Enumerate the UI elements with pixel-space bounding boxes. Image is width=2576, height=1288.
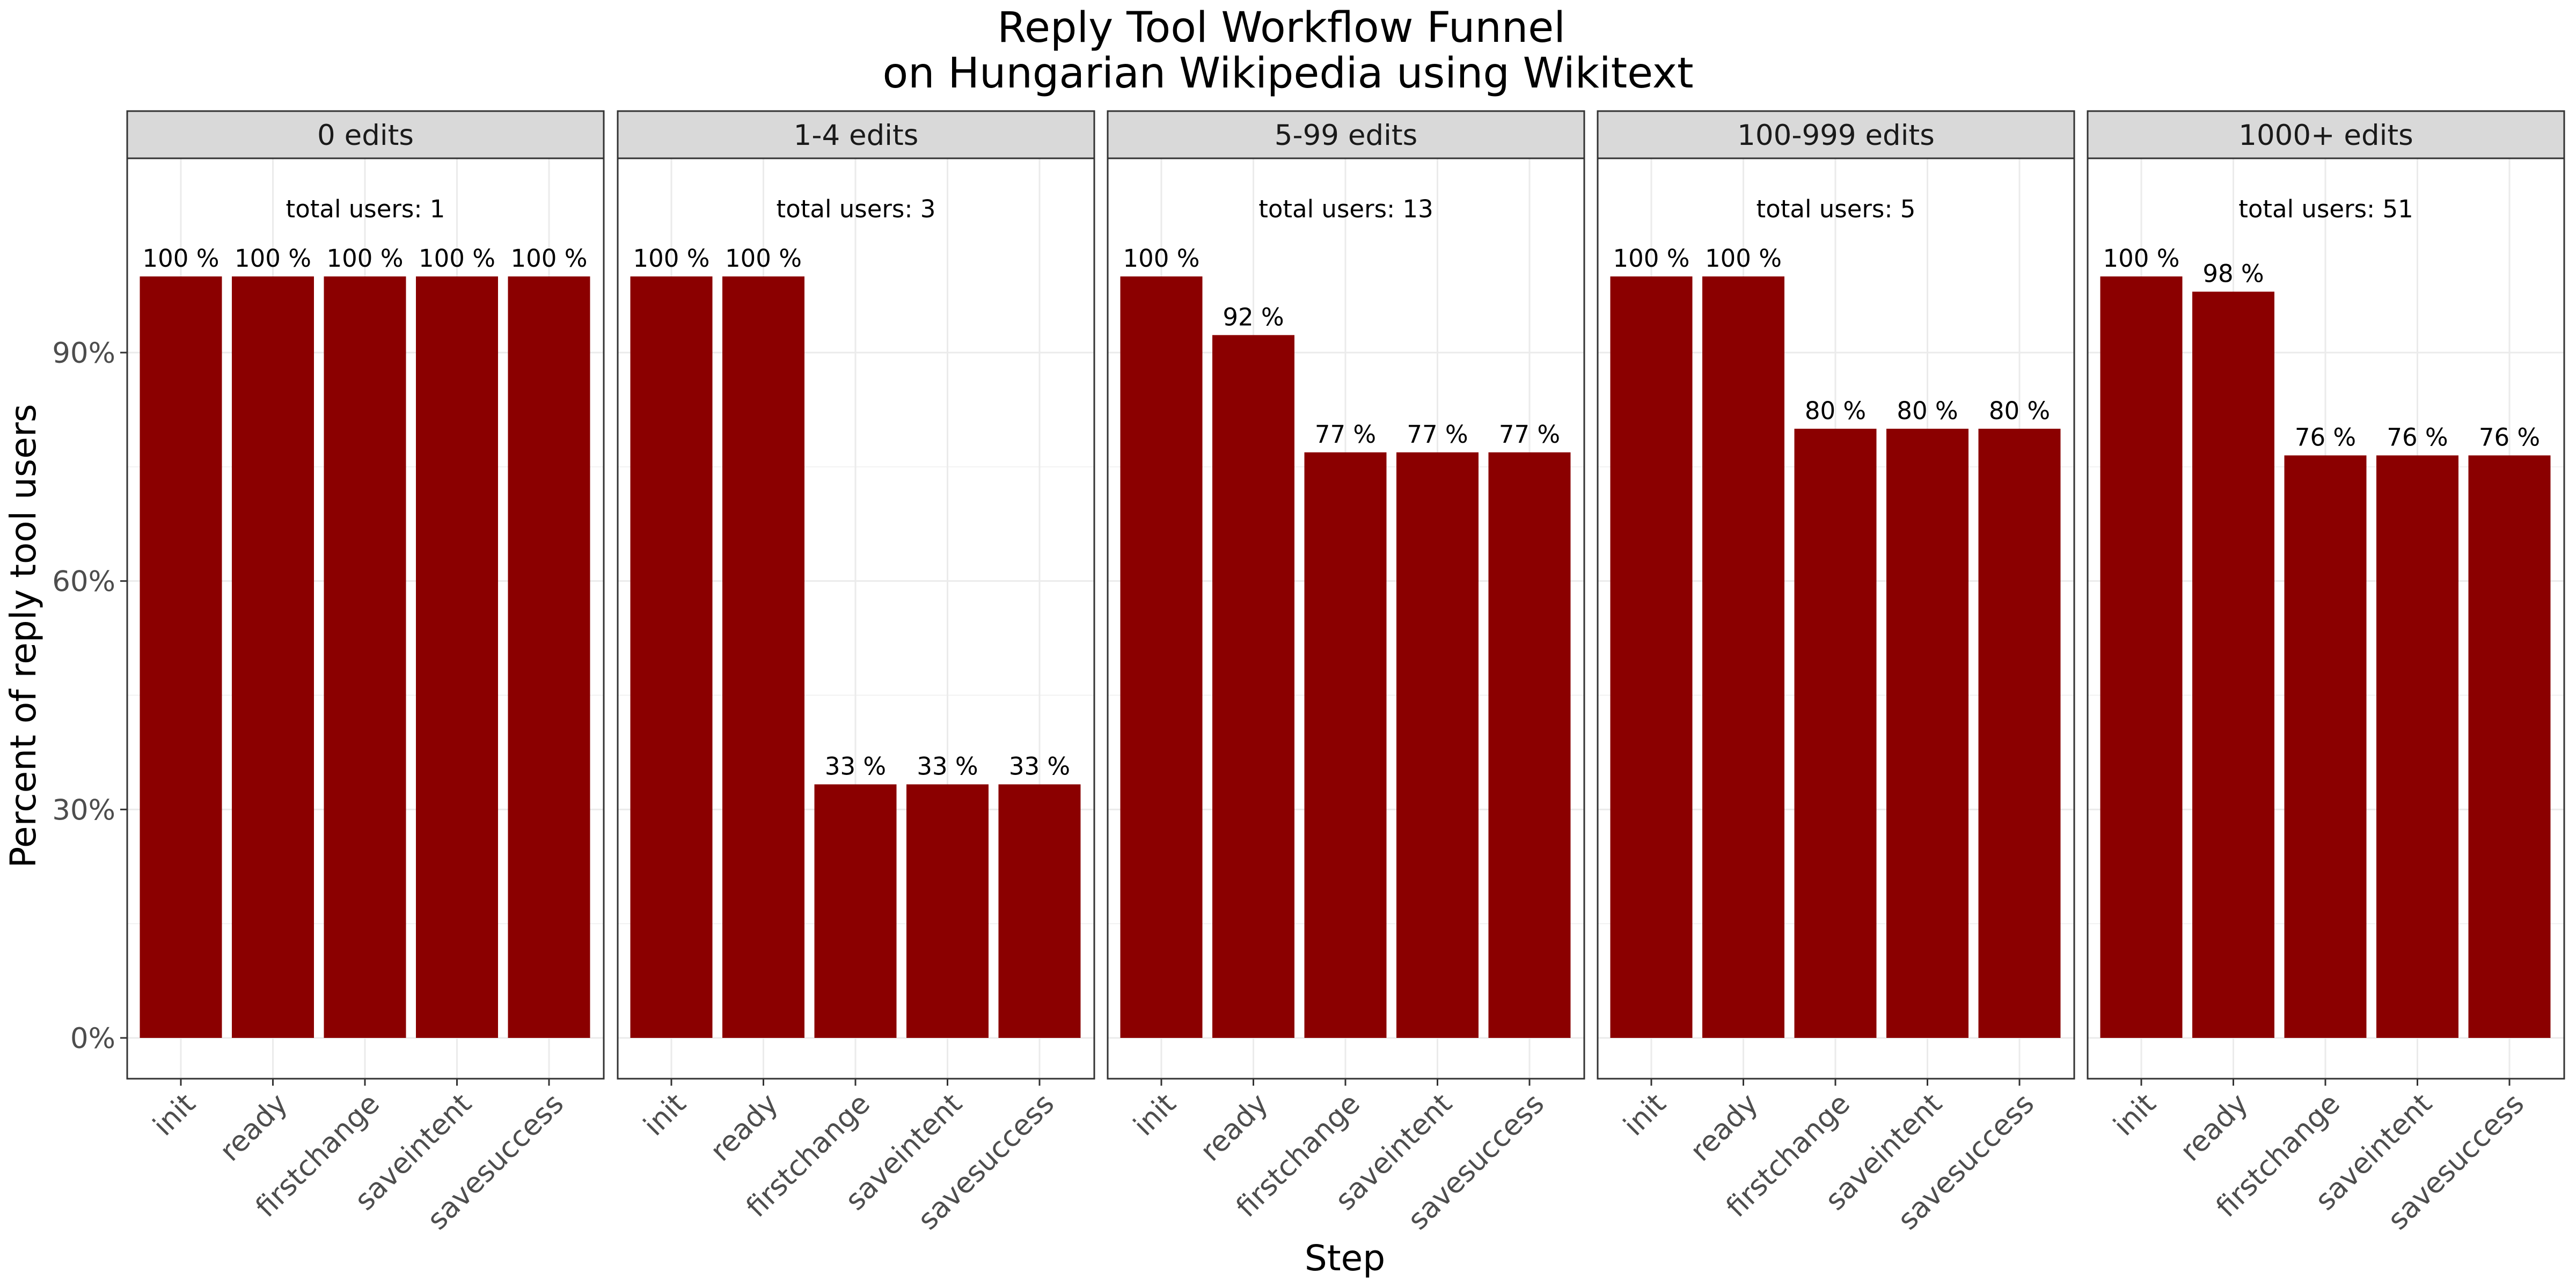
- bar-value-label: 33 %: [917, 752, 978, 781]
- bar: [1702, 276, 1784, 1038]
- x-tick-label: ready: [214, 1087, 294, 1168]
- facet-panel: 100 % 92 % 77 % 77 % 77 % total users: 13 5-99…: [1107, 110, 1585, 1236]
- chart-title-line-1: Reply Tool Workflow Funnel: [997, 4, 1565, 52]
- bar-value-label: 33 %: [1009, 752, 1070, 781]
- bar: [2376, 455, 2458, 1038]
- bar: [1488, 452, 1571, 1038]
- y-tick-label: 0%: [70, 1022, 115, 1055]
- x-tick-label: init: [638, 1087, 692, 1142]
- total-users-label: total users: 3: [777, 195, 936, 223]
- bar: [2468, 455, 2551, 1038]
- bar: [1304, 452, 1387, 1038]
- bar-value-label: 100 %: [2103, 244, 2180, 273]
- x-tick-label: init: [1128, 1087, 1182, 1142]
- bar-value-label: 100 %: [327, 244, 404, 273]
- bar-value-label: 100 %: [235, 244, 311, 273]
- bar: [2284, 455, 2367, 1038]
- bar-value-label: 100 %: [143, 244, 219, 273]
- x-tick-label: ready: [704, 1087, 785, 1168]
- x-tick-label: ready: [2174, 1087, 2255, 1168]
- bar: [1396, 452, 1479, 1038]
- bar-value-label: 98 %: [2202, 259, 2264, 288]
- bar-value-label: 100 %: [1613, 244, 1690, 273]
- total-users-label: total users: 1: [286, 195, 445, 223]
- x-tick-label: ready: [1194, 1087, 1275, 1168]
- facet-panel: 100 % 100 % 100 % 100 % 100 % total users: 1 0…: [126, 110, 605, 1236]
- facet-strip: [126, 110, 605, 159]
- bar: [1120, 276, 1203, 1038]
- facet-strip-label: 1-4 edits: [794, 119, 919, 152]
- bar: [2192, 291, 2274, 1038]
- bar-value-label: 80 %: [1805, 397, 1866, 425]
- bar-value-label: 80 %: [1897, 397, 1958, 425]
- facet-strip: [617, 110, 1095, 159]
- bar: [1610, 276, 1693, 1038]
- bar-value-label: 100 %: [725, 244, 802, 273]
- bar-value-label: 100 %: [1123, 244, 1200, 273]
- bar: [232, 276, 314, 1038]
- bar-value-label: 80 %: [1989, 397, 2050, 425]
- bar: [906, 784, 989, 1038]
- facet-strip: [1107, 110, 1585, 159]
- facet-strip: [2087, 110, 2565, 159]
- chart-title-line-2: on Hungarian Wikipedia using Wikitext: [882, 49, 1693, 98]
- y-axis: 0% 30% 60% 90%: [52, 337, 127, 1055]
- bar: [140, 276, 222, 1038]
- facet-panels: 100 % 100 % 100 % 100 % 100 % total users: 1 0…: [126, 110, 2565, 1236]
- bar-value-label: 77 %: [1499, 420, 1560, 449]
- facet-strip-label: 1000+ edits: [2238, 119, 2413, 152]
- bar: [814, 784, 897, 1038]
- bar-value-label: 100 %: [511, 244, 588, 273]
- bar: [1212, 335, 1294, 1038]
- bar-value-label: 77 %: [1315, 420, 1376, 449]
- facet-strip-label: 100-999 edits: [1737, 119, 1935, 152]
- bar: [722, 276, 804, 1038]
- total-users-label: total users: 5: [1757, 195, 1916, 223]
- bar: [1978, 428, 2061, 1038]
- bar-value-label: 92 %: [1223, 303, 1284, 331]
- bar-value-label: 76 %: [2479, 423, 2540, 452]
- y-tick-label: 60%: [52, 566, 115, 598]
- y-axis-title: Percent of reply tool users: [3, 404, 44, 868]
- facet-strip-label: 5-99 edits: [1275, 119, 1418, 152]
- x-tick-label: init: [1618, 1087, 1672, 1142]
- bar: [416, 276, 498, 1038]
- facet-panel: 100 % 100 % 80 % 80 % 80 % total users: 5 100-…: [1597, 110, 2075, 1236]
- x-axis-title: Step: [1305, 1238, 1385, 1279]
- facet-panel: 100 % 100 % 33 % 33 % 33 % total users: 3 1-4 …: [617, 110, 1095, 1236]
- x-tick-label: init: [2107, 1087, 2162, 1142]
- chart-title: Reply Tool Workflow Funnel on Hungarian …: [882, 4, 1693, 98]
- bar-value-label: 100 %: [1705, 244, 1782, 273]
- bar: [2100, 276, 2183, 1038]
- bar-value-label: 76 %: [2295, 423, 2356, 452]
- bar-value-label: 77 %: [1407, 420, 1468, 449]
- bar: [1886, 428, 1968, 1038]
- bar: [630, 276, 713, 1038]
- total-users-label: total users: 13: [1258, 195, 1433, 223]
- x-tick-label: ready: [1684, 1087, 1765, 1168]
- bar: [508, 276, 590, 1038]
- bar: [324, 276, 406, 1038]
- bar: [998, 784, 1081, 1038]
- bar: [1794, 428, 1877, 1038]
- y-tick-label: 30%: [52, 794, 115, 826]
- bar-value-label: 76 %: [2387, 423, 2448, 452]
- x-tick-label: init: [147, 1087, 202, 1142]
- y-tick-label: 90%: [52, 337, 115, 370]
- bar-value-label: 100 %: [419, 244, 495, 273]
- total-users-label: total users: 51: [2238, 195, 2413, 223]
- facet-panel: 100 % 98 % 76 % 76 % 76 % total users: 51 1000…: [2087, 110, 2565, 1236]
- bar-value-label: 100 %: [633, 244, 710, 273]
- facet-strip-label: 0 edits: [317, 119, 414, 152]
- facet-strip: [1597, 110, 2075, 159]
- bar-value-label: 33 %: [825, 752, 886, 781]
